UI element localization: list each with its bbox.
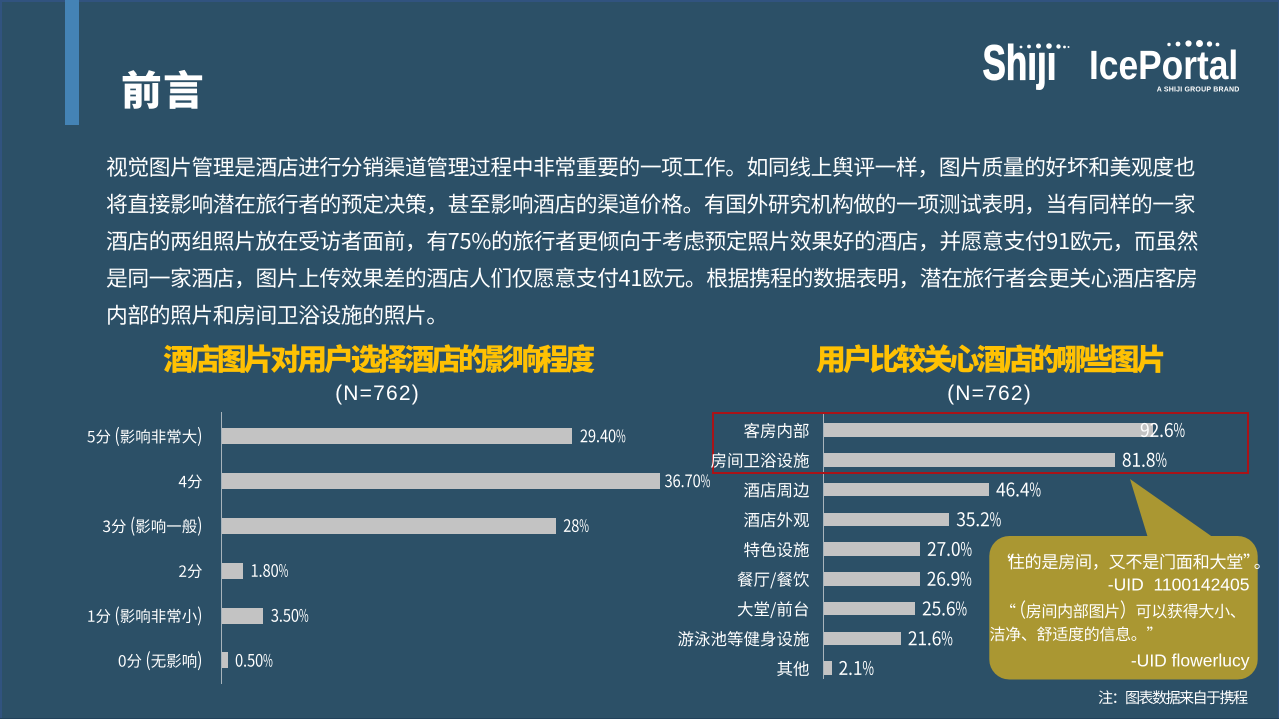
- svg-text:(N=762): (N=762): [947, 382, 1032, 405]
- svg-text:IcePortal: IcePortal: [1089, 44, 1238, 89]
- svg-text:-UID 1100142405: -UID 1100142405: [1108, 575, 1250, 595]
- svg-text:Shıȷı: Shıȷı: [983, 36, 1057, 90]
- svg-text:-UID flowerlucy: -UID flowerlucy: [1131, 651, 1250, 671]
- svg-text:(N=762): (N=762): [335, 382, 420, 405]
- svg-text:A SHIJI GROUP BRAND: A SHIJI GROUP BRAND: [1157, 87, 1240, 94]
